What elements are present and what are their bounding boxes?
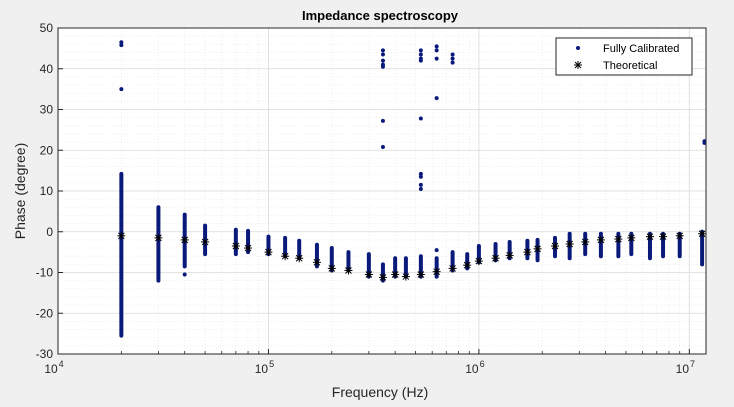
theoretical-point [463,261,472,270]
measured-outlier-point [380,118,385,123]
legend-marker-theoretical [574,61,582,69]
legend-box [555,37,693,76]
theoretical-point [523,248,532,257]
y-tick-label: 30 [40,103,54,117]
series-layer [117,40,707,338]
measured-outlier-point [418,116,423,121]
measured-outlier-point [380,52,385,57]
measured-outlier-point [434,248,439,253]
theoretical-point [364,270,373,279]
theoretical-point [295,254,304,263]
theoretical-point [645,232,654,241]
theoretical-point [581,237,590,246]
theoretical-point [231,242,240,251]
theoretical-point [312,258,321,267]
theoretical-point [659,232,668,241]
theoretical-point [344,266,353,275]
measured-outlier-point [418,174,423,179]
y-tick-label: 0 [46,225,53,239]
theoretical-point [505,251,514,260]
measured-outlier-point [119,40,124,45]
measured-outlier-point [702,140,707,145]
measured-outlier-point [119,43,124,48]
legend-marker-fully-calibrated [576,46,580,50]
measured-outlier-point [380,64,385,69]
measured-outlier-point [418,58,423,63]
theoretical-point [474,257,483,266]
measured-outlier-point [418,48,423,53]
theoretical-point [264,248,273,257]
y-tick-label: 20 [40,143,54,157]
theoretical-point [551,242,560,251]
theoretical-point [180,235,189,244]
measured-outlier-point [119,87,124,92]
y-tick-label: -30 [36,347,54,361]
measured-outlier-point [418,171,423,176]
measured-outlier-point [450,52,455,57]
measured-outlier-point [182,272,187,277]
theoretical-point [448,264,457,273]
legend-label-fully-calibrated: Fully Calibrated [603,43,679,55]
theoretical-point [491,254,500,263]
theoretical-point [675,231,684,240]
theoretical-point [565,239,574,248]
theoretical-point [614,235,623,244]
y-tick-label: -10 [36,266,54,280]
y-axis-label: Phase (degree) [12,143,28,240]
measured-outlier-point [434,96,439,101]
theoretical-point [244,244,253,253]
y-tick-label: 40 [40,62,54,76]
measured-outlier-point [434,44,439,49]
measured-outlier-point [434,48,439,53]
theoretical-point [401,272,410,281]
y-tick-label: 10 [40,184,54,198]
measured-outlier-point [380,48,385,53]
measured-outlier-point [380,144,385,149]
theoretical-point [416,270,425,279]
legend: Fully Calibrated Theoretical [555,37,693,76]
measured-outlier-point [418,186,423,191]
y-tick-label: 50 [40,21,54,35]
theoretical-point [533,244,542,253]
measured-outlier-point [418,182,423,187]
measured-outlier-point [434,56,439,61]
theoretical-point [391,270,400,279]
theoretical-point [432,267,441,276]
theoretical-point [154,233,163,242]
y-tick-label: -20 [36,306,54,320]
x-axis-label: Frequency (Hz) [332,384,428,400]
theoretical-point [596,235,605,244]
legend-label-theoretical: Theoretical [603,60,657,72]
measured-outlier-point [418,52,423,57]
theoretical-point [627,233,636,242]
theoretical-point [378,273,387,282]
theoretical-point [281,252,290,261]
theoretical-point [201,237,210,246]
chart-title: Impedance spectroscopy [302,8,459,23]
measured-outlier-point [380,58,385,63]
theoretical-point [698,229,707,238]
measured-outlier-point [450,60,455,65]
measured-outlier-point [450,56,455,61]
grid-layer [58,28,706,354]
theoretical-point [117,231,126,240]
theoretical-point [327,264,336,273]
